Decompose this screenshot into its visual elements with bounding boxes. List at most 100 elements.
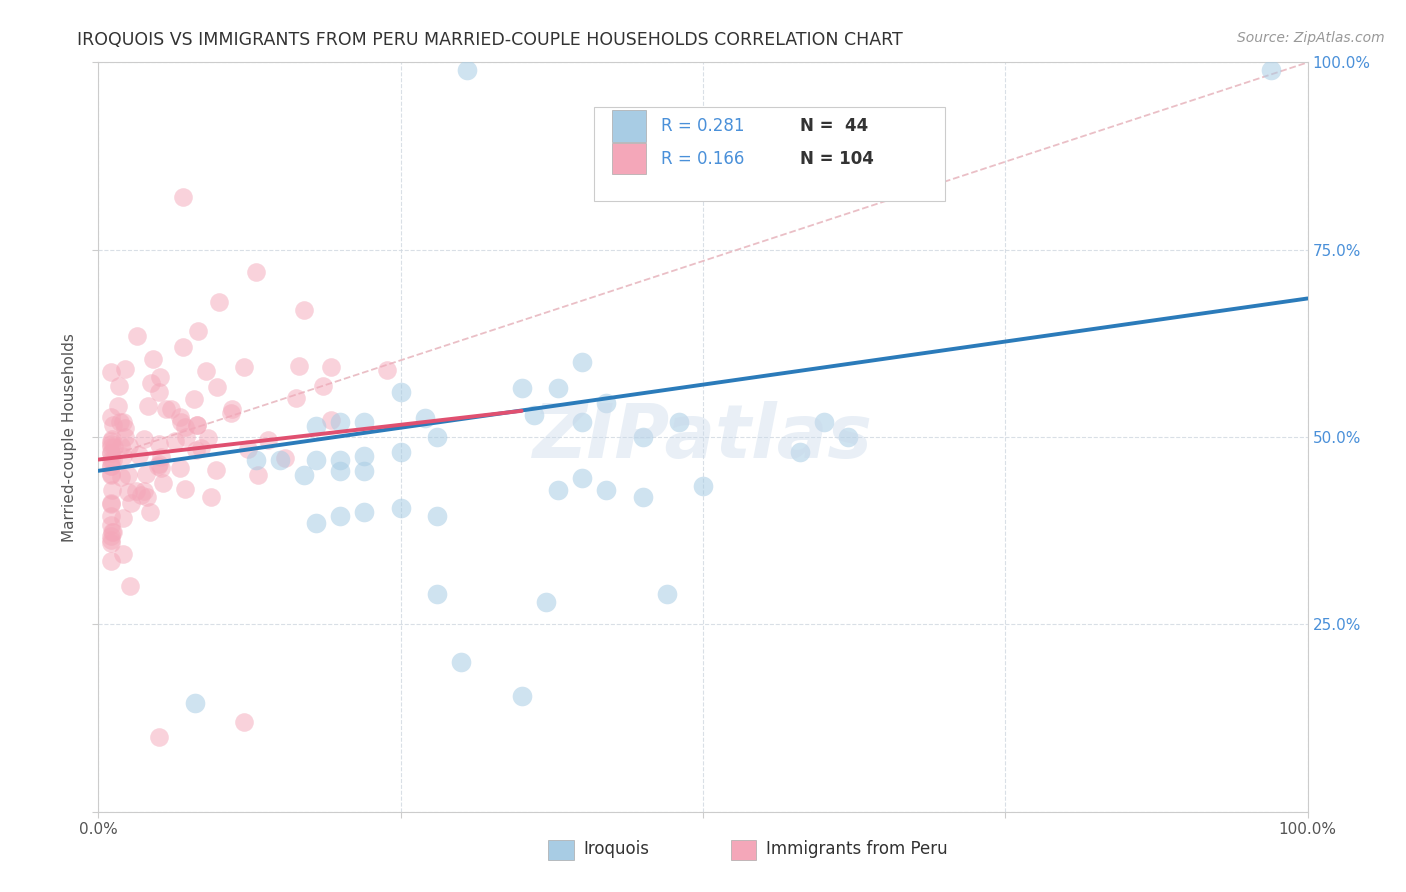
Point <box>413 411 436 425</box>
Point <box>547 381 569 395</box>
Point <box>111 547 134 561</box>
Point <box>197 431 219 445</box>
Point <box>183 392 205 406</box>
Point <box>100 441 122 455</box>
Point <box>110 470 132 484</box>
Point <box>148 385 170 400</box>
Point <box>100 446 122 460</box>
Text: R = 0.166: R = 0.166 <box>661 150 744 168</box>
Point <box>523 408 546 422</box>
Point <box>205 379 228 393</box>
Text: N = 104: N = 104 <box>800 150 873 168</box>
Point <box>510 381 533 395</box>
Point <box>172 190 194 204</box>
Point <box>100 467 122 481</box>
Point <box>571 471 593 485</box>
Point <box>112 511 135 525</box>
Point <box>389 445 412 459</box>
Point <box>174 430 197 444</box>
Point <box>186 442 208 457</box>
Point <box>100 517 122 532</box>
Point <box>125 483 148 498</box>
Point <box>510 689 533 703</box>
Point <box>837 430 859 444</box>
Point <box>172 340 194 354</box>
Point <box>631 430 654 444</box>
Text: Source: ZipAtlas.com: Source: ZipAtlas.com <box>1237 31 1385 45</box>
Point <box>132 432 155 446</box>
Point <box>100 533 122 547</box>
Point <box>148 437 170 451</box>
Point <box>186 418 208 433</box>
Text: Iroquois: Iroquois <box>583 840 650 858</box>
Point <box>103 525 125 540</box>
Point <box>257 433 280 447</box>
Point <box>100 554 122 568</box>
Point <box>186 417 208 432</box>
Point <box>100 434 122 449</box>
Point <box>426 430 449 444</box>
Point <box>150 460 173 475</box>
Point <box>389 385 412 400</box>
Point <box>148 370 170 384</box>
Point <box>692 479 714 493</box>
Point <box>292 302 315 317</box>
Point <box>100 446 122 460</box>
Point <box>100 366 122 380</box>
Point <box>1260 62 1282 77</box>
Point <box>118 579 141 593</box>
Point <box>353 464 375 478</box>
Point <box>311 379 333 393</box>
Point <box>112 415 135 429</box>
Point <box>813 415 835 429</box>
Point <box>595 396 617 410</box>
Text: R = 0.281: R = 0.281 <box>661 117 744 136</box>
FancyBboxPatch shape <box>613 111 647 142</box>
Point <box>305 418 328 433</box>
Point <box>200 491 222 505</box>
Point <box>329 508 352 523</box>
Point <box>148 457 170 471</box>
Point <box>353 415 375 429</box>
Point <box>100 437 122 451</box>
Point <box>111 449 134 463</box>
Text: Immigrants from Peru: Immigrants from Peru <box>766 840 948 858</box>
Point <box>655 587 678 601</box>
Point <box>128 448 150 462</box>
Point <box>547 483 569 497</box>
Point <box>219 406 242 420</box>
Point <box>100 458 122 473</box>
Point <box>247 468 270 483</box>
Point <box>174 482 197 496</box>
Point <box>110 415 132 429</box>
Point <box>426 587 449 601</box>
Point <box>114 421 136 435</box>
Point <box>108 379 131 393</box>
Point <box>595 483 617 497</box>
FancyBboxPatch shape <box>613 143 647 174</box>
Point <box>353 505 375 519</box>
Point <box>117 485 139 500</box>
Point <box>101 418 124 433</box>
Point <box>789 445 811 459</box>
Point <box>287 359 309 373</box>
Point <box>100 458 122 473</box>
Point <box>389 501 412 516</box>
Point <box>107 399 129 413</box>
Point <box>165 434 187 449</box>
Point <box>305 452 328 467</box>
Point <box>100 452 122 467</box>
Point <box>174 419 197 434</box>
Point <box>204 463 226 477</box>
Text: ZIPatlas: ZIPatlas <box>533 401 873 474</box>
Point <box>101 453 124 467</box>
Point <box>571 355 593 369</box>
Point <box>274 451 297 466</box>
Text: IROQUOIS VS IMMIGRANTS FROM PERU MARRIED-COUPLE HOUSEHOLDS CORRELATION CHART: IROQUOIS VS IMMIGRANTS FROM PERU MARRIED… <box>77 31 903 49</box>
Point <box>101 525 124 540</box>
Point <box>184 696 207 710</box>
Point <box>110 440 132 454</box>
Point <box>319 360 342 375</box>
FancyBboxPatch shape <box>595 107 945 201</box>
Point <box>329 415 352 429</box>
